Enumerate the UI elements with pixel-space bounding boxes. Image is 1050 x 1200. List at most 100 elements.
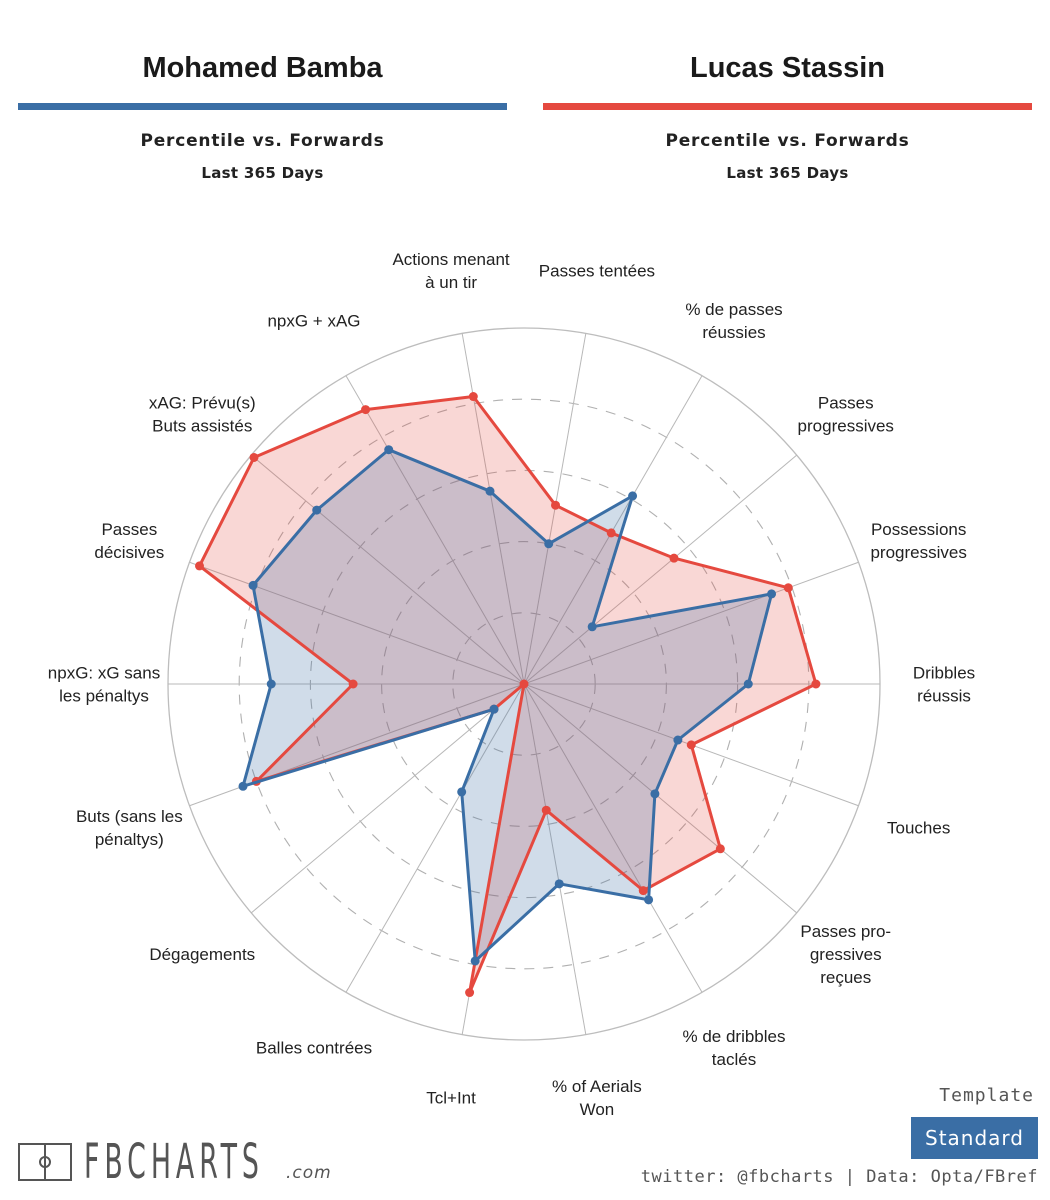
axis-label: Passes décisives (94, 520, 164, 562)
data-point-lucas-stassin (686, 740, 696, 750)
data-point-lucas-stassin (361, 405, 371, 415)
data-point-mohamed-bamba (650, 789, 660, 799)
data-point-lucas-stassin (249, 452, 259, 462)
data-point-mohamed-bamba (673, 735, 683, 745)
data-point-mohamed-bamba (644, 895, 654, 905)
axis-label-line: Touches (887, 819, 950, 838)
axis-label: Possessions progressives (870, 520, 966, 562)
data-point-lucas-stassin (783, 583, 793, 593)
data-point-lucas-stassin (465, 988, 475, 998)
fbcharts-logo: FBCHARTS .com (18, 1134, 444, 1190)
player-name: Lucas Stassin (689, 52, 886, 84)
spoke (461, 333, 525, 685)
axis-label: npxG: xG sans les pénaltys (48, 664, 160, 706)
radar-series (195, 392, 821, 998)
axis-label: Dribbles réussis (913, 664, 975, 706)
axis-label-line: Actions menant (392, 250, 509, 269)
axis-label-line: % of Aerials (552, 1077, 642, 1096)
data-point-mohamed-bamba (312, 505, 322, 515)
logo-suffix: .com (286, 1163, 332, 1183)
axis-label-line: progressives (870, 543, 966, 562)
player-color-bar (543, 103, 1032, 110)
axis-label: Passes pro-gressives reçues (800, 922, 891, 987)
data-point-lucas-stassin (195, 561, 205, 571)
spoke (345, 683, 525, 993)
player-name: Mohamed Bamba (142, 52, 383, 84)
data-point-mohamed-bamba (238, 781, 248, 791)
axis-label: Tcl+Int (426, 1089, 476, 1108)
logo-text: FBCHARTS (84, 1134, 264, 1190)
axis-label: Buts (sans les pénaltys) (76, 807, 183, 849)
data-point-mohamed-bamba (587, 622, 597, 632)
axis-label: npxG + xAG (267, 311, 360, 330)
axis-label-line: à un tir (425, 273, 477, 292)
axis-label-line: taclés (712, 1050, 756, 1069)
spoke (345, 375, 525, 685)
spoke (250, 683, 525, 914)
axis-label-line: réussis (917, 687, 971, 706)
data-point-lucas-stassin (606, 528, 616, 538)
axis-label-line: Won (580, 1100, 615, 1119)
axis-label-line: gressives (810, 945, 882, 964)
axis-label-line: Dribbles (913, 664, 975, 683)
data-point-mohamed-bamba (485, 486, 495, 496)
axis-label-line: Passes tentées (539, 261, 655, 280)
axis-label-line: reçues (820, 968, 871, 987)
axis-label-line: pénaltys) (95, 830, 164, 849)
axis-label-line: Buts (sans les (76, 807, 183, 826)
axis-label: xAG: Prévu(s) Buts assistés (149, 394, 256, 436)
data-point-mohamed-bamba (384, 445, 394, 455)
axis-label: Balles contrées (256, 1039, 372, 1058)
data-point-lucas-stassin (638, 886, 648, 896)
axis-label-line: Passes pro- (800, 922, 891, 941)
data-point-mohamed-bamba (470, 956, 480, 966)
spoke (523, 561, 859, 685)
spoke (250, 454, 525, 685)
spoke (523, 454, 798, 685)
data-point-mohamed-bamba (743, 679, 753, 689)
series-area-lucas-stassin (199, 396, 816, 993)
data-point-mohamed-bamba (554, 879, 564, 889)
comparison-subtitle: Percentile vs. Forwards (665, 131, 910, 151)
axis-label-line: réussies (702, 323, 765, 342)
axis-label-line: Passes (101, 520, 157, 539)
data-point-mohamed-bamba (767, 589, 777, 599)
axis-label-line: Possessions (871, 520, 966, 539)
axis-label-line: Passes (818, 394, 874, 413)
data-point-mohamed-bamba (248, 580, 258, 590)
data-point-mohamed-bamba (266, 679, 276, 689)
comparison-subtitle: Percentile vs. Forwards (140, 131, 385, 151)
template-standard-button[interactable]: Standard (911, 1117, 1038, 1159)
spoke (523, 683, 703, 993)
data-point-mohamed-bamba (457, 787, 467, 797)
axis-label-line: npxG: xG sans (48, 664, 160, 683)
series-area-mohamed-bamba (243, 449, 772, 961)
period-label: Last 365 Days (201, 164, 324, 182)
axis-label-line: % de dribbles (682, 1027, 785, 1046)
data-point-lucas-stassin (519, 679, 529, 689)
axis-label: Actions menant à un tir (392, 250, 509, 292)
axis-label-line: progressives (798, 417, 894, 436)
spoke (523, 683, 587, 1035)
data-point-lucas-stassin (669, 553, 679, 563)
axis-label-line: décisives (94, 543, 164, 562)
spoke (523, 683, 798, 914)
pitch-icon (18, 1143, 72, 1181)
template-label: Template (939, 1085, 1034, 1106)
axis-label: % de dribbles taclés (682, 1027, 785, 1069)
data-point-lucas-stassin (715, 844, 725, 854)
axis-label-line: npxG + xAG (267, 311, 360, 330)
data-point-mohamed-bamba (544, 539, 554, 549)
data-point-lucas-stassin (811, 679, 821, 689)
data-point-lucas-stassin (348, 679, 358, 689)
data-point-lucas-stassin (468, 392, 478, 402)
axis-label-line: Tcl+Int (426, 1089, 476, 1108)
period-label: Last 365 Days (726, 164, 849, 182)
data-point-mohamed-bamba (628, 491, 638, 501)
axis-label-line: % de passes (685, 300, 782, 319)
data-point-lucas-stassin (541, 805, 551, 815)
axis-label: Passes progressives (798, 394, 894, 436)
axis-label: Touches (887, 819, 950, 838)
